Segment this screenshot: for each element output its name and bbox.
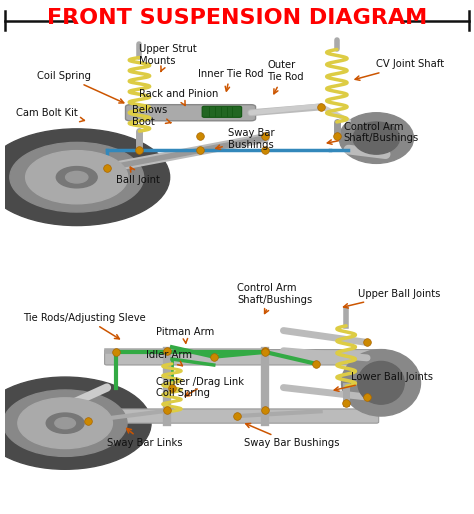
Text: Upper Strut
Mounts: Upper Strut Mounts <box>139 44 197 71</box>
Ellipse shape <box>18 398 112 449</box>
FancyBboxPatch shape <box>126 105 255 121</box>
Text: Rack and Pinion: Rack and Pinion <box>139 89 219 105</box>
Ellipse shape <box>46 413 84 433</box>
Text: Control Arm
Shaft/Bushings: Control Arm Shaft/Bushings <box>328 121 419 144</box>
Ellipse shape <box>10 142 144 212</box>
Ellipse shape <box>353 122 400 154</box>
Text: Canter /Drag Link
Coil Spring: Canter /Drag Link Coil Spring <box>155 377 244 398</box>
Ellipse shape <box>65 171 88 183</box>
Ellipse shape <box>339 113 413 163</box>
Ellipse shape <box>358 361 404 404</box>
Text: FRONT SUSPENSION DIAGRAM: FRONT SUSPENSION DIAGRAM <box>47 8 427 28</box>
Text: Pitman Arm: Pitman Arm <box>155 327 214 343</box>
FancyBboxPatch shape <box>105 409 379 423</box>
Text: Sway Bar
Bushings: Sway Bar Bushings <box>216 128 274 150</box>
Text: Control Arm
Shaft/Bushings: Control Arm Shaft/Bushings <box>237 283 312 314</box>
Text: Idler Arm: Idler Arm <box>146 351 192 366</box>
Text: Upper Ball Joints: Upper Ball Joints <box>344 289 440 308</box>
Ellipse shape <box>56 167 97 188</box>
Ellipse shape <box>55 418 75 429</box>
Text: CV Joint Shaft: CV Joint Shaft <box>355 60 445 80</box>
Text: Belows
Boot: Belows Boot <box>132 105 171 127</box>
Text: Inner Tie Rod: Inner Tie Rod <box>198 68 263 91</box>
Ellipse shape <box>0 129 170 226</box>
FancyBboxPatch shape <box>105 350 379 365</box>
Ellipse shape <box>26 151 128 204</box>
Text: Lower Ball Joints: Lower Ball Joints <box>334 372 433 391</box>
Text: Cam Bolt Kit: Cam Bolt Kit <box>16 108 84 122</box>
Ellipse shape <box>0 377 151 469</box>
Text: Ball Joint: Ball Joint <box>116 167 160 185</box>
Text: Tie Rods/Adjusting Sleve: Tie Rods/Adjusting Sleve <box>23 313 146 339</box>
Text: Outer
Tie Rod: Outer Tie Rod <box>267 61 304 94</box>
Text: Sway Bar Bushings: Sway Bar Bushings <box>244 424 339 448</box>
Text: Coil Spring: Coil Spring <box>37 71 124 103</box>
Ellipse shape <box>3 390 127 456</box>
Ellipse shape <box>341 350 420 416</box>
Text: Sway Bar Links: Sway Bar Links <box>107 428 182 448</box>
FancyBboxPatch shape <box>202 106 242 117</box>
